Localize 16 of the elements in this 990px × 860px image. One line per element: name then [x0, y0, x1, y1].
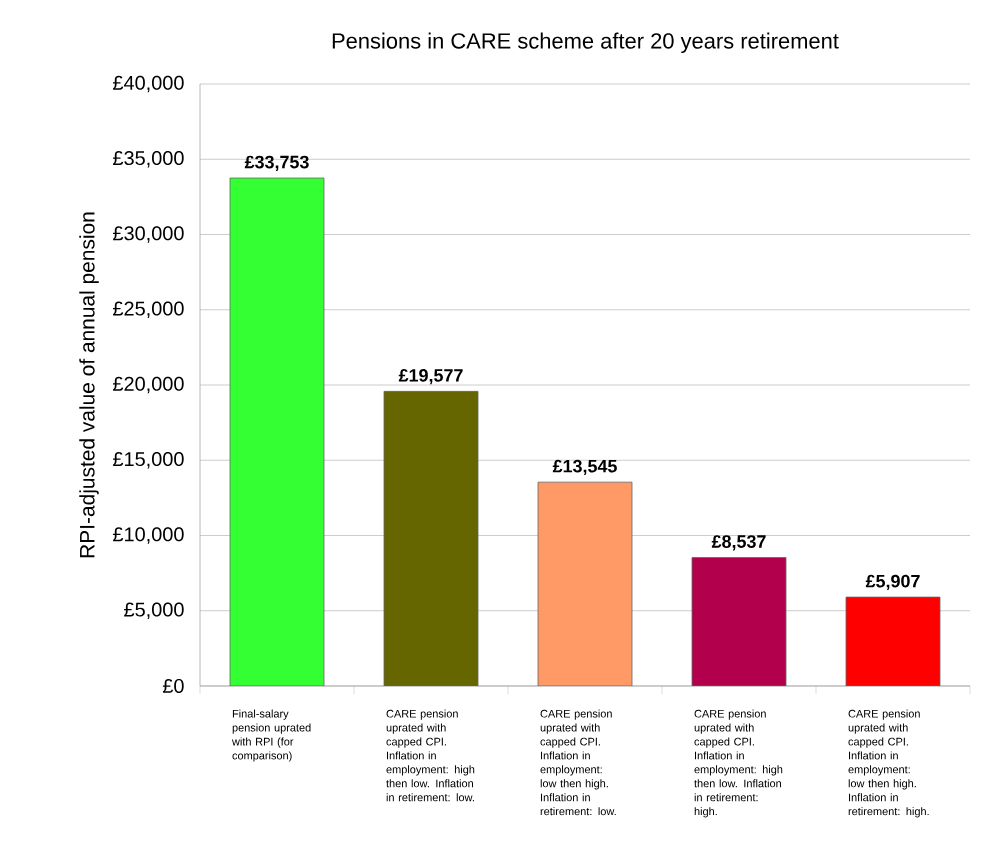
y-tick-label: £30,000	[113, 226, 184, 243]
y-tick-label: £5,000	[124, 602, 184, 619]
data-label: £19,577	[398, 369, 463, 385]
y-tick-label: £40,000	[113, 75, 184, 93]
chart-title: Pensions in CARE scheme after 20 years retirement	[332, 32, 839, 53]
y-tick-label: £0	[162, 678, 184, 694]
y-tick-label: £35,000	[113, 151, 184, 168]
data-label: £33,753	[244, 155, 309, 171]
y-tick-label: £25,000	[113, 301, 184, 318]
data-label: £8,537	[711, 535, 766, 551]
y-axis-title: RPI-adjusted value of annual pension	[79, 212, 99, 558]
y-tick-label: £20,000	[113, 376, 184, 394]
y-tick-label: £15,000	[113, 452, 184, 469]
data-label: £13,545	[552, 459, 617, 476]
data-label: £5,907	[865, 574, 920, 591]
y-tick-label: £10,000	[113, 527, 184, 544]
